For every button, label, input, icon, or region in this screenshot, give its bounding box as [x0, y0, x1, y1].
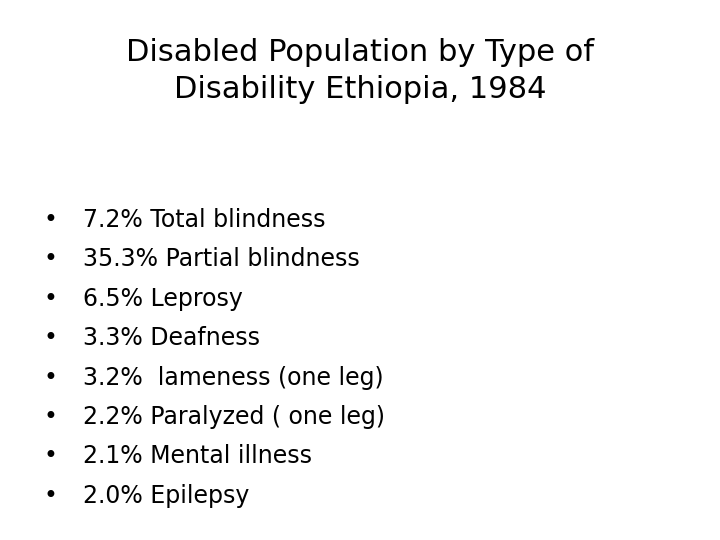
Text: •: • — [43, 326, 58, 350]
Text: •: • — [43, 208, 58, 232]
Text: 2.1% Mental illness: 2.1% Mental illness — [83, 444, 312, 468]
Text: •: • — [43, 444, 58, 468]
Text: Disabled Population by Type of
Disability Ethiopia, 1984: Disabled Population by Type of Disabilit… — [126, 38, 594, 104]
Text: 2.0% Epilepsy: 2.0% Epilepsy — [83, 484, 249, 508]
Text: 35.3% Partial blindness: 35.3% Partial blindness — [83, 247, 359, 271]
Text: 3.2%  lameness (one leg): 3.2% lameness (one leg) — [83, 366, 384, 389]
Text: 6.5% Leprosy: 6.5% Leprosy — [83, 287, 243, 310]
Text: •: • — [43, 287, 58, 310]
Text: •: • — [43, 247, 58, 271]
Text: •: • — [43, 484, 58, 508]
Text: 7.2% Total blindness: 7.2% Total blindness — [83, 208, 325, 232]
Text: 3.3% Deafness: 3.3% Deafness — [83, 326, 260, 350]
Text: •: • — [43, 366, 58, 389]
Text: 2.2% Paralyzed ( one leg): 2.2% Paralyzed ( one leg) — [83, 405, 384, 429]
Text: •: • — [43, 405, 58, 429]
